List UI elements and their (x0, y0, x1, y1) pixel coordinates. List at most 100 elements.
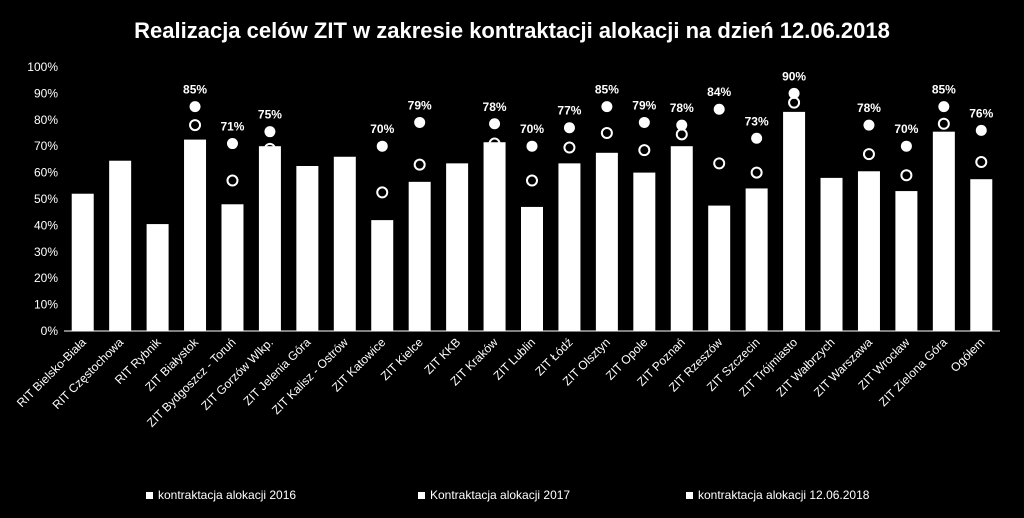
point-2017 (301, 179, 314, 192)
bar (820, 177, 843, 331)
bar (296, 166, 319, 331)
y-tick-label: 80% (34, 113, 58, 127)
bar (408, 181, 431, 331)
y-tick-label: 40% (34, 218, 58, 232)
point-2017 (526, 174, 538, 187)
point-2017 (750, 166, 763, 179)
data-label: 85% (932, 83, 956, 97)
data-label: 79% (632, 98, 656, 112)
point-2018 (676, 119, 688, 131)
point-2017 (263, 142, 276, 155)
point-2018 (226, 138, 238, 150)
point-2018 (938, 101, 950, 113)
point-2018 (414, 116, 426, 128)
point-2017 (376, 186, 389, 199)
point-2018 (376, 140, 388, 152)
point-2018 (788, 87, 800, 99)
bar (558, 163, 581, 331)
legend-label-2018: kontraktacja alokacji 12.06.2018 (698, 488, 870, 502)
chart-legend: kontraktacja alokacji 2016 Kontraktacja … (0, 488, 1024, 506)
point-2017 (713, 157, 726, 170)
data-label: 85% (595, 83, 619, 97)
point-2018 (638, 116, 650, 128)
bar (595, 152, 618, 331)
data-label: 77% (557, 104, 581, 118)
bar (333, 156, 356, 331)
data-label: 70% (894, 122, 918, 136)
data-label: 84% (707, 85, 731, 99)
bar (109, 160, 132, 331)
bar (932, 131, 955, 331)
y-tick-label: 70% (34, 139, 58, 153)
y-tick-label: 100% (27, 60, 58, 74)
data-label: 79% (408, 98, 432, 112)
bar (371, 220, 394, 331)
data-label: 78% (483, 100, 507, 114)
point-2017 (788, 96, 801, 109)
x-tick-label: ZIT Zielona Góra (876, 335, 950, 409)
legend-label-2016: kontraktacja alokacji 2016 (158, 488, 297, 502)
legend-swatch-filled-circle (686, 491, 693, 499)
y-tick-label: 0% (41, 324, 59, 338)
bar (521, 206, 543, 331)
data-label: 76% (969, 106, 993, 120)
legend-item-2018: kontraktacja alokacji 12.06.2018 (686, 488, 869, 502)
bar (633, 172, 656, 331)
point-2017 (900, 169, 913, 182)
bar (708, 205, 731, 331)
legend-item-2017: Kontraktacja alokacji 2017 (418, 488, 570, 502)
point-2018 (713, 103, 725, 115)
point-2018 (601, 101, 613, 113)
y-tick-label: 20% (34, 271, 58, 285)
bar (783, 111, 806, 331)
data-label: 73% (745, 114, 769, 128)
point-2017 (563, 141, 576, 154)
point-2017 (937, 117, 950, 130)
point-2017 (675, 128, 688, 141)
point-2017 (488, 137, 501, 150)
bar (670, 146, 693, 331)
point-2018 (563, 122, 575, 134)
data-label: 71% (220, 120, 244, 134)
data-label: 90% (782, 69, 806, 83)
y-tick-label: 30% (34, 245, 58, 259)
bar (258, 146, 281, 331)
data-label: 70% (520, 122, 544, 136)
bar (446, 163, 469, 331)
y-tick-label: 50% (34, 192, 58, 206)
point-2018 (900, 140, 912, 152)
point-2018 (863, 119, 875, 131)
y-tick-label: 90% (34, 86, 58, 100)
legend-item-2016: kontraktacja alokacji 2016 (146, 488, 296, 502)
bar (483, 142, 506, 331)
point-2017 (975, 156, 988, 169)
legend-swatch-bar (146, 491, 153, 499)
point-2018 (975, 124, 987, 136)
bar (895, 191, 918, 331)
bar (184, 139, 207, 331)
point-2017 (825, 191, 838, 204)
point-2017 (338, 169, 351, 182)
bar (857, 171, 880, 331)
y-tick-label: 60% (34, 166, 58, 180)
x-tick-label: ZIT Jelenia Góra (241, 335, 314, 408)
point-2018 (751, 132, 763, 144)
bar (221, 204, 244, 331)
data-label: 78% (670, 101, 694, 115)
point-2017 (862, 148, 875, 161)
data-label: 85% (183, 83, 207, 97)
legend-label-2017: Kontraktacja alokacji 2017 (430, 488, 571, 502)
bar (970, 179, 993, 331)
legend-swatch-hollow-circle (418, 491, 425, 499)
bar (745, 188, 768, 331)
point-2017 (600, 127, 613, 139)
point-2017 (226, 174, 239, 187)
point-2018 (264, 126, 276, 138)
point-2018 (526, 140, 538, 152)
bar (71, 193, 94, 331)
point-2017 (189, 119, 202, 132)
data-label: 75% (258, 108, 282, 122)
point-2017 (451, 178, 464, 191)
point-2018 (189, 101, 201, 113)
